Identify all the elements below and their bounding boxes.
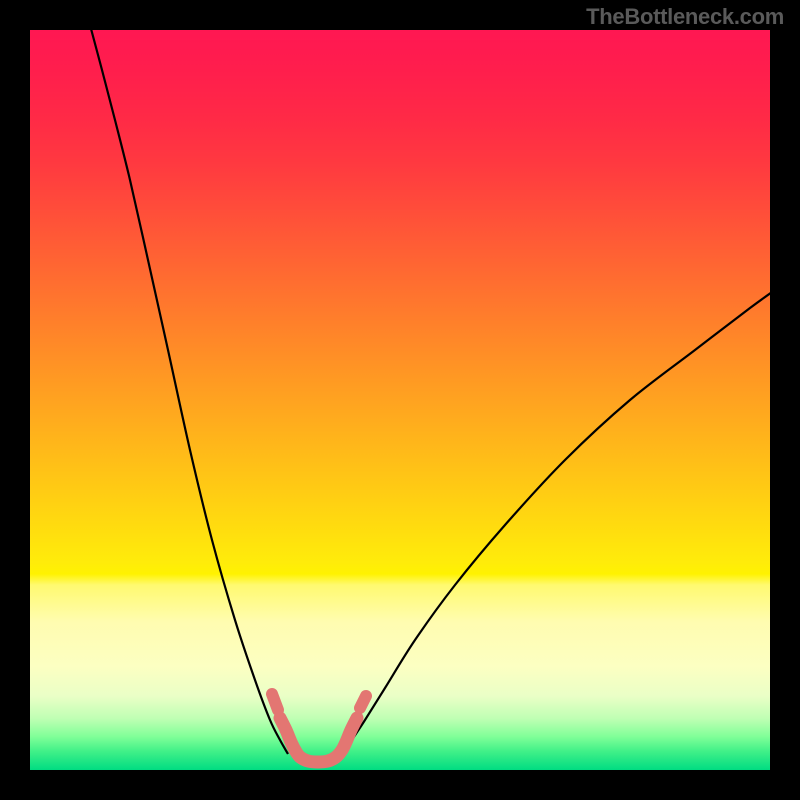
notch-bottom-loop xyxy=(280,718,357,762)
chart-container: TheBottleneck.com xyxy=(0,0,800,800)
curve-right xyxy=(344,290,770,754)
notch-bump-right xyxy=(360,696,366,708)
plot-area xyxy=(30,30,770,770)
curves-overlay xyxy=(30,30,770,770)
notch-bump-left xyxy=(272,694,278,710)
watermark-text: TheBottleneck.com xyxy=(586,4,784,30)
curve-left xyxy=(90,30,288,754)
